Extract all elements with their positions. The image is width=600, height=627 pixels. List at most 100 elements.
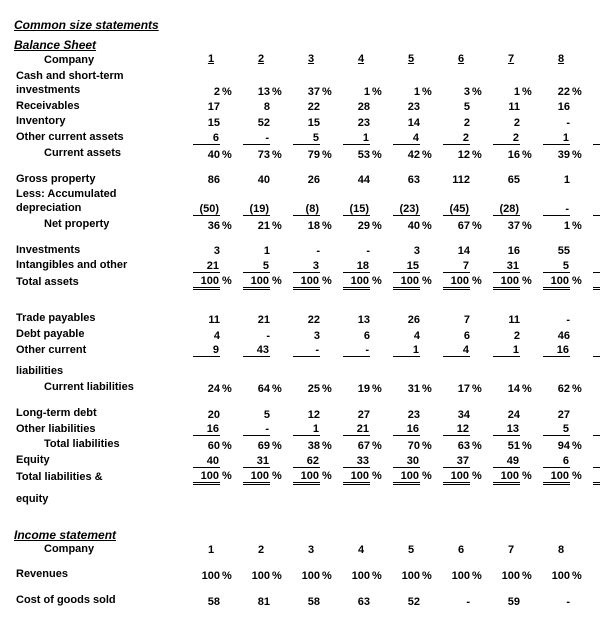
cell-value: 81 [236, 593, 286, 609]
cell-value: 106 [586, 172, 600, 188]
cell-value: 21% [236, 217, 286, 233]
cell-value: 18 [336, 258, 386, 274]
cell-value [236, 364, 286, 380]
col-3: 3 [286, 52, 336, 69]
page-title: Common size statements [14, 18, 586, 32]
cell-value: 20 [186, 406, 236, 422]
row-label: Cost of goods sold [14, 593, 186, 609]
cell-value: 16 [536, 99, 586, 115]
cell-value: 100% [536, 469, 586, 486]
cell-value: 100% [236, 469, 286, 486]
table-row: Less: Accumulated depreciation(50)(19)(8… [14, 187, 600, 217]
cell-value: 2 [486, 130, 536, 146]
row-label: Investments [14, 243, 186, 259]
cell-value: 19% [336, 380, 386, 396]
cell-value: 2 [436, 114, 486, 130]
cell-value: 58 [286, 593, 336, 609]
cell-value: 42% [386, 146, 436, 162]
cell-value [486, 364, 536, 380]
cell-value [286, 492, 336, 508]
cell-value: (34) [586, 187, 600, 217]
cell-value: - [436, 593, 486, 609]
row-label: Long-term debt [14, 406, 186, 422]
cell-value: 38% [286, 437, 336, 453]
cell-value: 100% [186, 567, 236, 583]
cell-value: 18% [286, 217, 336, 233]
cell-value: 21 [586, 406, 600, 422]
cell-value: (8) [286, 187, 336, 217]
table-row: equity [14, 492, 600, 508]
row-label: Cash and short-term investments [14, 69, 186, 99]
cell-value: 1 [386, 343, 436, 359]
cell-value: 22% [536, 69, 586, 99]
table-row: Inventory155215231422-5 [14, 114, 600, 130]
cell-value: 70% [386, 437, 436, 453]
cell-value: - [536, 187, 586, 217]
cell-value: 58 [186, 593, 236, 609]
cell-value: 6 [536, 453, 586, 469]
cell-value: 1% [386, 69, 436, 99]
table-row: Cash and short-term investments2%13%37%1… [14, 69, 600, 99]
cell-value: 62 [286, 453, 336, 469]
cell-value: 1 [286, 422, 336, 438]
cell-value: 100% [486, 567, 536, 583]
table-row [14, 291, 600, 301]
cell-value: 7 [436, 258, 486, 274]
cell-value: 100% [386, 469, 436, 486]
cell-value: 9 [586, 258, 600, 274]
cell-value: 8 [586, 99, 600, 115]
cell-value: 100% [586, 469, 600, 486]
cell-value: 32% [586, 380, 600, 396]
table-row: Total assets100%100%100%100%100%100%100%… [14, 274, 600, 291]
cell-value: 100% [486, 469, 536, 486]
cell-value: 100% [386, 274, 436, 291]
cell-value: 11 [186, 311, 236, 327]
cell-value: - [236, 130, 286, 146]
row-label: Revenues [14, 567, 186, 583]
cell-value: 2 [486, 327, 536, 343]
company-label: Company [14, 52, 186, 69]
row-label: Other current assets [14, 130, 186, 146]
cell-value: (50) [186, 187, 236, 217]
cell-value: 14% [486, 380, 536, 396]
cell-value: 39% [536, 146, 586, 162]
table-row: Total liabilities60%69%38%67%70%63%51%94… [14, 437, 600, 453]
cell-value: - [536, 593, 586, 609]
cell-value [286, 364, 336, 380]
col-2: 2 [236, 52, 286, 69]
cell-value [436, 364, 486, 380]
balance-sheet-heading: Balance Sheet [14, 38, 586, 52]
cell-value: 12 [286, 406, 336, 422]
cell-value: 3 [186, 243, 236, 259]
cell-value: 16 [486, 243, 536, 259]
cell-value: - [536, 114, 586, 130]
cell-value: 100% [436, 469, 486, 486]
row-label: Trade payables [14, 311, 186, 327]
cell-value: 1 [236, 243, 286, 259]
cell-value: 73% [236, 146, 286, 162]
cell-value: 53% [336, 146, 386, 162]
cell-value: 100% [536, 567, 586, 583]
cell-value: 63 [336, 593, 386, 609]
cell-value: 17 [186, 99, 236, 115]
cell-value [536, 492, 586, 508]
cell-value: 24 [486, 406, 536, 422]
table-row: Current liabilities24%64%25%19%31%17%14%… [14, 380, 600, 396]
row-label: Current assets [14, 146, 186, 162]
cell-value: 11 [486, 99, 536, 115]
table-row: Receivables178222823511168 [14, 99, 600, 115]
cell-value: 4 [586, 327, 600, 343]
cell-value: 112 [436, 172, 486, 188]
cell-value: 3 [386, 243, 436, 259]
cell-value: - [586, 243, 600, 259]
row-label: liabilities [14, 364, 186, 380]
table-row: Other current assets6-514221- [14, 130, 600, 146]
row-label: Inventory [14, 114, 186, 130]
cell-value: 23 [386, 99, 436, 115]
cell-value [436, 492, 486, 508]
cell-value [586, 364, 600, 380]
cell-value: 100% [586, 567, 600, 583]
cell-value [336, 364, 386, 380]
cell-value: 72% [586, 217, 600, 233]
cell-value: 36% [186, 217, 236, 233]
